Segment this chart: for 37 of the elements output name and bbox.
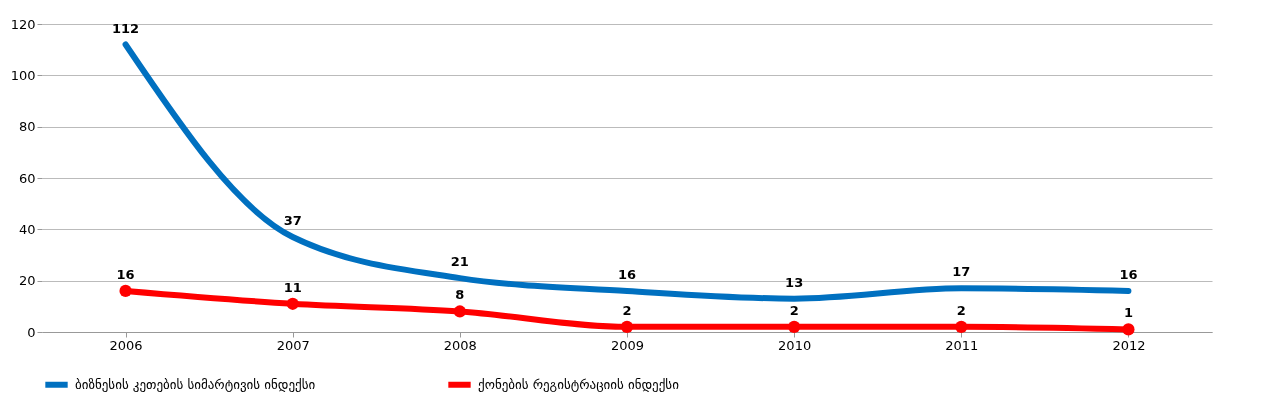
data-label: 11 <box>283 279 302 295</box>
y-tick-label: 0 <box>27 324 36 340</box>
y-tick-label: 20 <box>18 273 36 289</box>
x-tick-label: 2012 <box>1112 337 1146 353</box>
x-tick-label: 2009 <box>610 337 645 353</box>
legend-label: ბიზნესის კეთების სიმარტივის ინდექსი <box>75 376 316 392</box>
y-tick-label: 60 <box>18 170 36 186</box>
data-label: 16 <box>1119 266 1138 282</box>
y-tick-label: 40 <box>18 221 36 237</box>
x-tick-label: 2007 <box>276 337 310 353</box>
point <box>453 305 466 318</box>
data-label: 112 <box>112 20 140 36</box>
y-tick-label: 100 <box>10 67 36 83</box>
x-tick-label: 2010 <box>778 337 812 353</box>
point <box>1122 323 1135 336</box>
point <box>788 320 801 333</box>
data-label: 17 <box>952 264 971 280</box>
data-label: 16 <box>116 266 135 282</box>
legend-label: ქონების რეგისტრაციის ინდექსი <box>478 376 680 392</box>
data-label: 13 <box>785 274 804 290</box>
data-label: 2 <box>622 302 632 318</box>
y-tick-label: 120 <box>10 16 36 32</box>
data-label: 8 <box>455 287 465 303</box>
point <box>955 320 968 333</box>
data-label: 37 <box>283 213 302 229</box>
data-label: 2 <box>789 302 799 318</box>
data-label: 21 <box>450 254 469 270</box>
y-tick-label: 80 <box>18 119 36 135</box>
point <box>620 320 634 333</box>
x-tick-label: 2006 <box>109 337 143 353</box>
data-label: 16 <box>617 266 637 282</box>
x-tick-label: 2011 <box>945 337 979 353</box>
x-tick-label: 2008 <box>443 337 477 353</box>
data-label: 1 <box>1123 305 1133 321</box>
point <box>119 284 132 298</box>
point <box>286 297 299 310</box>
data-label: 2 <box>956 302 966 318</box>
